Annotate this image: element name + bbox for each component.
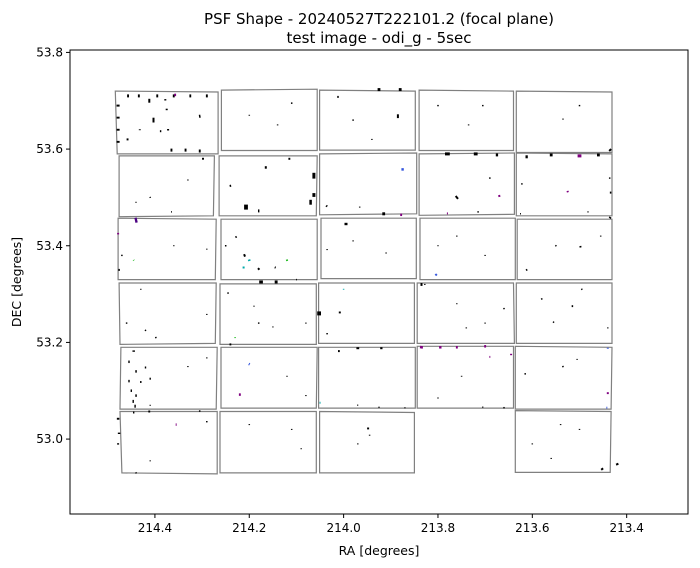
chip-outline [319, 89, 416, 151]
chip-outline [118, 155, 216, 218]
chip-outline [416, 282, 516, 344]
chip-outline [515, 282, 613, 344]
psf-whisker [243, 253, 246, 257]
psf-whiskers [116, 88, 619, 474]
chip-outline [320, 217, 417, 280]
plot-frame [69, 49, 689, 515]
chip-outline [418, 89, 515, 152]
chip-outline [516, 218, 613, 281]
psf-whisker [248, 362, 251, 366]
psf-whisker [579, 245, 582, 248]
x-tick-label: 214.4 [138, 521, 172, 535]
y-tick-label: 53.6 [36, 142, 63, 156]
x-tick-label: 214.0 [326, 521, 360, 535]
chip-outline [219, 283, 317, 345]
psf-whisker [552, 321, 555, 324]
y-tick-label: 53.0 [36, 432, 63, 446]
psf-whisker [615, 462, 619, 466]
psf-whisker [608, 216, 612, 220]
psf-whisker [198, 114, 201, 118]
chart-title: PSF Shape - 20240527T222101.2 (focal pla… [204, 10, 554, 28]
psf-whisker [247, 259, 251, 262]
chip-outline [220, 346, 318, 409]
psf-whisker [561, 365, 564, 368]
psf-whisker [144, 329, 147, 332]
chip-outline [319, 152, 418, 216]
psf-whisker [257, 267, 261, 271]
x-tick-label: 214.2 [232, 521, 266, 535]
chart-subtitle: test image - odi_g - 5sec [287, 29, 472, 48]
psf-whisker [325, 204, 328, 208]
psf-whisker [419, 345, 424, 349]
psf-whisker [540, 297, 543, 300]
y-axis-label: DEC [degrees] [9, 237, 24, 327]
psf-whisker [434, 273, 438, 277]
chip-outline [219, 410, 317, 474]
psf-whisker [135, 471, 138, 474]
y-axis-ticks: 53.0 53.2 53.4 53.6 53.8 [36, 45, 70, 446]
psf-whisker [134, 217, 138, 223]
psf-whisker [502, 307, 506, 310]
psf-whisker [554, 244, 557, 247]
chip-outline [318, 346, 416, 409]
psf-whisker [454, 195, 459, 200]
y-tick-label: 53.8 [36, 45, 63, 59]
psf-whisker [227, 292, 230, 295]
x-axis-ticks: 214.4 214.2 214.0 213.8 213.6 213.4 [138, 514, 644, 535]
chip-outline [318, 282, 415, 344]
chip-outline [514, 345, 613, 410]
psf-whisker [580, 288, 583, 291]
chip-outline [119, 346, 218, 410]
y-tick-label: 53.2 [36, 335, 63, 349]
psf-whisker [608, 148, 612, 152]
x-tick-label: 213.8 [421, 521, 455, 535]
psf-whisker [488, 177, 491, 180]
chip-outline [418, 152, 516, 216]
chip-outline [220, 88, 318, 152]
chip-outline [218, 155, 318, 217]
x-tick-label: 213.4 [609, 521, 643, 535]
x-tick-label: 213.6 [515, 521, 549, 535]
chip-outlines [114, 88, 613, 475]
chip-outline [515, 152, 613, 217]
chip-outline [117, 217, 217, 281]
chip-outline [416, 345, 515, 409]
chip-outline [514, 409, 612, 473]
psf-whisker [234, 235, 238, 239]
chip-outline [114, 90, 219, 155]
chip-outline [515, 90, 613, 154]
chip-outline [419, 217, 516, 281]
x-axis-label: RA [degrees] [339, 543, 420, 558]
chip-outline [118, 282, 217, 346]
chip-outline [319, 410, 415, 474]
psf-whisker [154, 336, 157, 339]
chip-outline [220, 218, 318, 281]
chip-outline [119, 410, 218, 475]
y-tick-label: 53.4 [36, 239, 63, 253]
psf-whisker [525, 268, 528, 272]
psf-whisker [600, 467, 604, 471]
